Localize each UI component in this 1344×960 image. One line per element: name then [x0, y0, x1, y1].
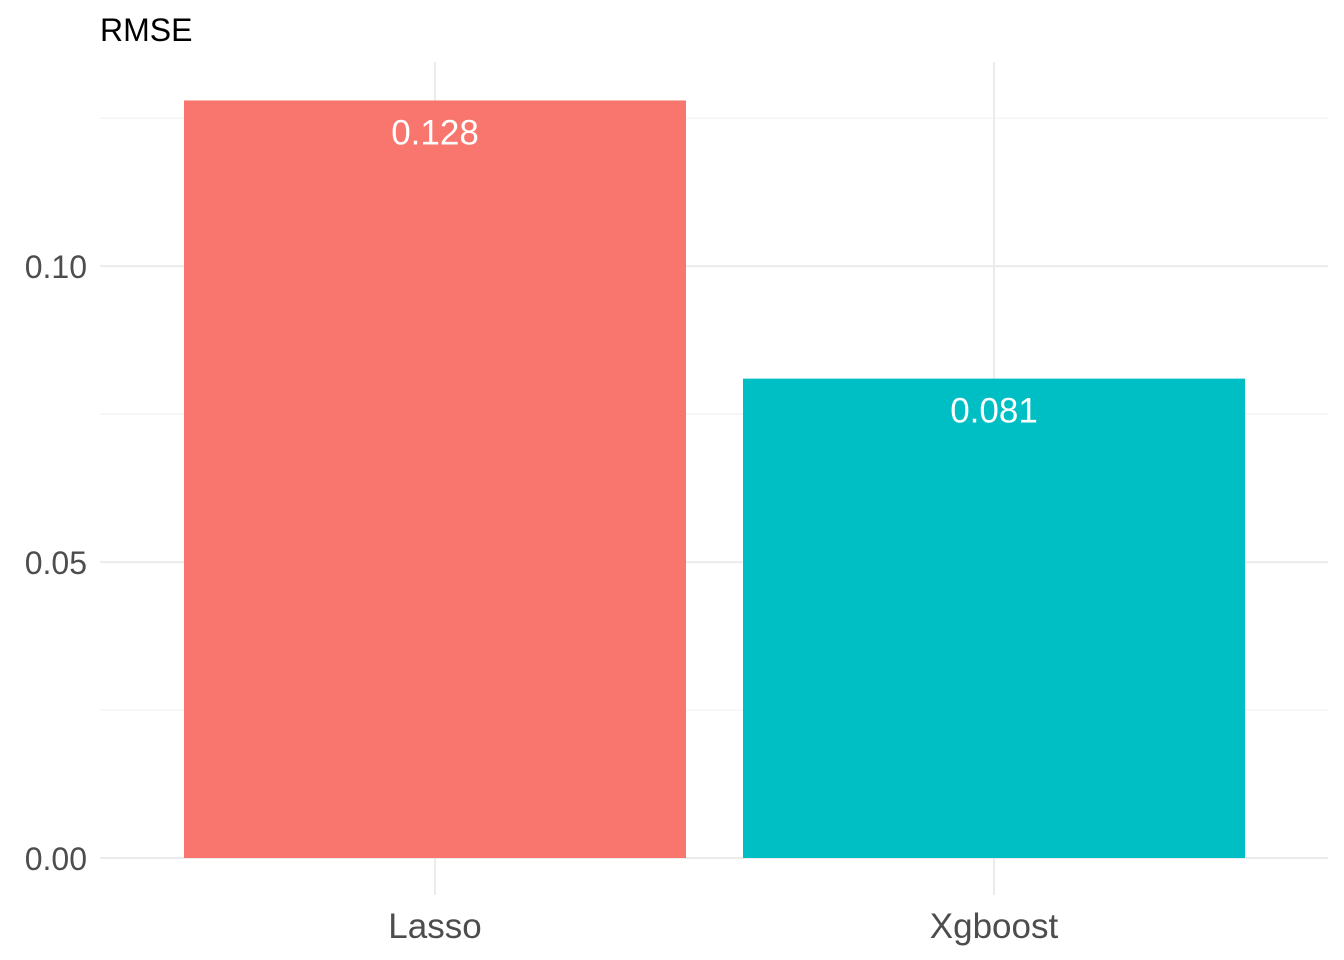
bars — [184, 100, 1245, 859]
x-tick-label: Xgboost — [930, 907, 1059, 946]
y-tick-label: 0.00 — [25, 841, 87, 877]
data-labels: 0.128 0.081 — [391, 113, 1038, 430]
y-tick-label: 0.05 — [25, 545, 87, 581]
data-label-xgboost: 0.081 — [950, 392, 1038, 431]
y-tick-label: 0.10 — [25, 249, 87, 285]
chart-title: RMSE — [100, 12, 192, 48]
bar-xgboost — [743, 378, 1245, 858]
data-label-lasso: 0.128 — [391, 113, 479, 152]
bar-lasso — [184, 100, 686, 859]
x-axis-ticks: Lasso Xgboost — [388, 907, 1058, 946]
y-axis-ticks: 0.00 0.05 0.10 — [25, 249, 87, 877]
x-tick-label: Lasso — [388, 907, 481, 946]
